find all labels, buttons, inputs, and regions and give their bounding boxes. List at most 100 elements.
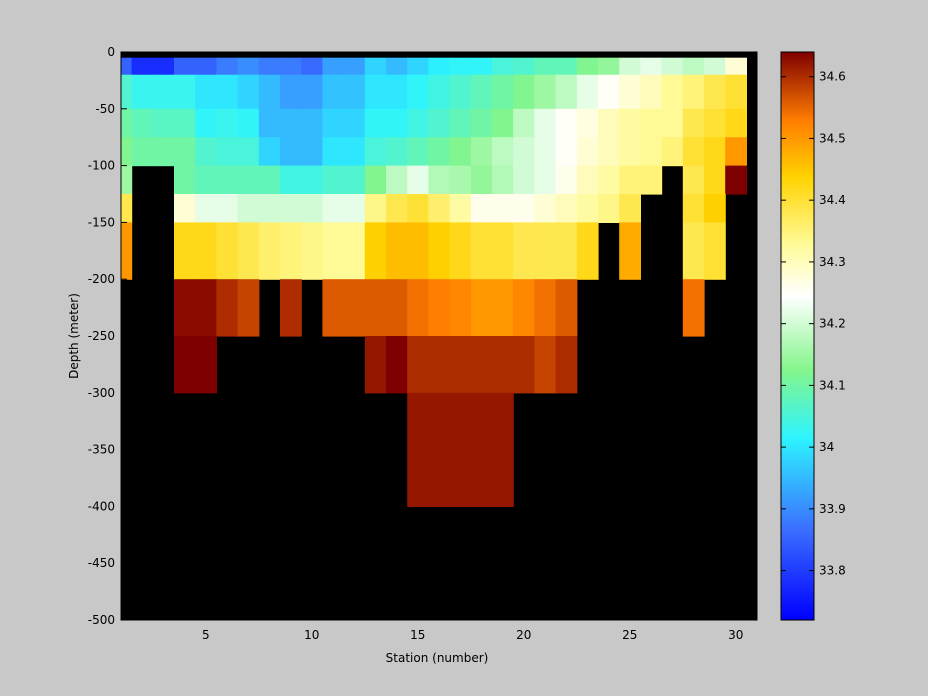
heatmap-cell [280,137,302,167]
heatmap-cell [301,137,323,167]
heatmap-cell [576,74,599,110]
heatmap-cell [598,108,620,138]
heatmap-cell [704,57,726,76]
x-tick-label: 15 [410,628,425,642]
heatmap-cell [640,57,663,76]
heatmap-cell [576,57,599,76]
heatmap-cell [619,137,641,167]
heatmap-cell [704,108,726,138]
heatmap-cell [322,279,345,337]
heatmap-cell [407,222,429,280]
heatmap-cell [513,336,535,394]
heatmap-cell [725,137,747,167]
heatmap-cell [640,74,663,110]
heatmap-cell [704,194,726,223]
heatmap-cell [449,222,472,280]
heatmap-cell [174,57,196,76]
heatmap-cell [131,57,154,76]
heatmap-cell [343,194,366,223]
heatmap-cell [682,194,705,223]
heatmap-cell [152,108,175,138]
heatmap-cell [534,137,557,167]
heatmap-cell [725,165,747,195]
heatmap-cell [682,279,705,337]
heatmap-cell [216,137,239,167]
heatmap-cell [280,194,302,223]
heatmap-cell [258,74,281,110]
heatmap-cell [619,165,641,195]
heatmap-cell [513,165,535,195]
heatmap-cell [661,74,684,110]
heatmap-cell [428,194,451,223]
heatmap-cell [640,165,663,195]
heatmap-cell [682,165,705,195]
heatmap-cell [428,336,451,394]
heatmap-cell [576,194,599,223]
heatmap-cell [449,392,472,507]
heatmap-cell [513,279,535,337]
heatmap-cell [492,336,514,394]
heatmap-cell [121,57,133,76]
heatmap-cell [513,57,535,76]
heatmap-cell [237,165,260,195]
y-axis-ticks: 0 -50 -100 -150 -200 -250 -300 -350 -400 -450 -500 [88,45,127,627]
heatmap-cell [513,222,535,280]
colorbar [780,51,815,621]
y-tick-label: -200 [88,272,115,286]
heatmap-cell [258,194,281,223]
heatmap-cell [386,279,408,337]
heatmap-cell [407,336,429,394]
heatmap-cell [534,222,557,280]
heatmap-cell [470,108,493,138]
heatmap-cell [682,137,705,167]
heatmap-cell [364,222,387,280]
heatmap-cell [449,74,472,110]
heatmap-cell [513,74,535,110]
heatmap-cell [534,57,557,76]
heatmap-cell [513,108,535,138]
heatmap-cell [492,165,514,195]
heatmap-cell [343,108,366,138]
y-tick-label: -150 [88,215,115,229]
heatmap-cell [534,336,557,394]
heatmap-cell [322,165,345,195]
heatmap-cell [428,279,451,337]
heatmap-cell [725,74,747,110]
colorbar-tick-label: 34 [819,440,834,454]
heatmap-cell [121,165,133,195]
heatmap-cell [492,108,514,138]
x-tick-label: 20 [516,628,531,642]
heatmap-cell [322,222,345,280]
heatmap-cell [174,165,196,195]
heatmap-cell [152,57,175,76]
heatmap-cell [152,137,175,167]
heatmap-cell [258,165,281,195]
heatmap-cell [598,57,620,76]
colorbar-tick-label: 34.1 [819,378,846,392]
heatmap-cell [640,137,663,167]
colorbar-tick-label: 34.3 [819,255,846,269]
heatmap-cell [195,137,217,167]
heatmap-cell [131,74,154,110]
heatmap-cell [555,194,578,223]
heatmap-cell [470,279,493,337]
heatmap-cell [576,137,599,167]
heatmap-cell [725,108,747,138]
colorbar-tick-label: 33.9 [819,502,846,516]
heatmap-cell [449,137,472,167]
heatmap-cell [322,74,345,110]
heatmap-cell [534,279,557,337]
heatmap-cell [322,194,345,223]
heatmap-cell [470,74,493,110]
heatmap-cell [534,108,557,138]
heatmap-cell [492,222,514,280]
heatmap-cell [237,194,260,223]
heatmap-cell [428,165,451,195]
heatmap-cell [237,222,260,280]
heatmap-cell [407,74,429,110]
heatmap-cell [131,108,154,138]
x-axis-label: Station (number) [386,651,489,665]
heatmap-cell [386,336,408,394]
heatmap-cell [174,336,196,394]
heatmap-cell [343,74,366,110]
